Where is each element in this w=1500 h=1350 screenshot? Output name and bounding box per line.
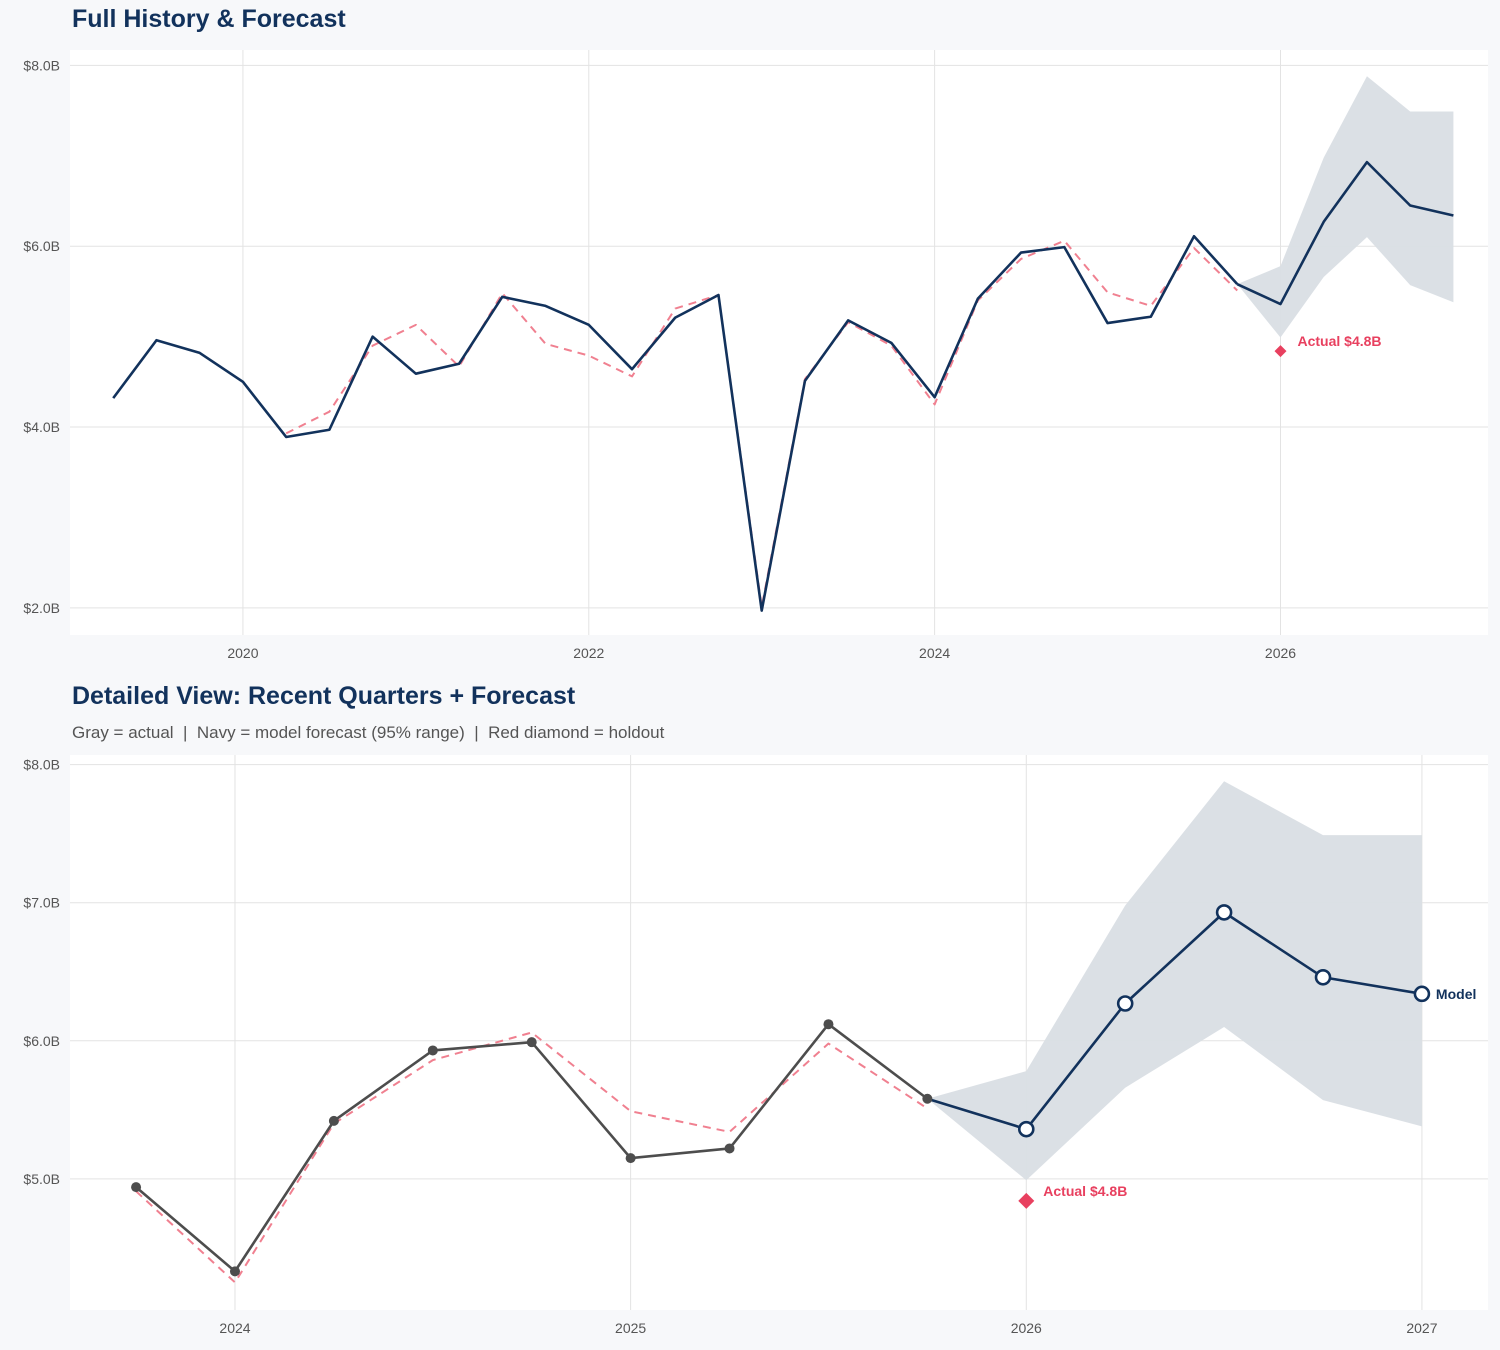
x-tick-label: 2026 bbox=[1265, 645, 1296, 661]
plot-area bbox=[70, 50, 1488, 635]
fitted-line bbox=[135, 1031, 928, 1284]
holdout-label: Actual $4.8B bbox=[1297, 333, 1381, 349]
actual-point bbox=[823, 1019, 834, 1030]
chart-1-full-history: $2.0B $4.0B $6.0B $8.0B 2020 2022 2024 2026 Actu… bbox=[23, 50, 1488, 661]
forecast-point bbox=[1116, 995, 1134, 1012]
forecast-point bbox=[1215, 904, 1233, 921]
holdout-diamond bbox=[1274, 345, 1287, 358]
actual-point bbox=[526, 1037, 537, 1048]
chart-1-title: Full History & Forecast bbox=[72, 5, 346, 33]
x-tick-label: 2020 bbox=[227, 645, 258, 661]
chart-2-subtitle: Gray = actual | Navy = model forecast (9… bbox=[72, 723, 665, 742]
x-tick-label: 2022 bbox=[573, 645, 604, 661]
y-tick-label: $4.0B bbox=[23, 419, 60, 435]
x-tick-label: 2027 bbox=[1406, 1320, 1437, 1336]
y-tick-label: $6.0B bbox=[23, 238, 60, 254]
actual-point bbox=[922, 1093, 933, 1104]
forecast-95-band bbox=[1237, 76, 1454, 338]
y-tick-label: $7.0B bbox=[23, 895, 60, 911]
forecast-point bbox=[1314, 968, 1332, 986]
actual-point bbox=[625, 1153, 636, 1164]
fitted-line bbox=[285, 239, 1238, 608]
holdout-diamond bbox=[1018, 1192, 1035, 1209]
actual-point bbox=[229, 1266, 240, 1277]
forecast-line bbox=[926, 911, 1423, 1131]
y-tick-label: $2.0B bbox=[23, 600, 60, 616]
y-tick-label: $6.0B bbox=[23, 1033, 60, 1049]
holdout-label: Actual $4.8B bbox=[1043, 1183, 1127, 1199]
forecast-line bbox=[1236, 160, 1454, 306]
actual-line bbox=[112, 234, 1239, 612]
actual-point bbox=[427, 1045, 438, 1056]
y-tick-label: $5.0B bbox=[23, 1171, 60, 1187]
x-tick-label: 2024 bbox=[219, 1320, 250, 1336]
x-tick-label: 2025 bbox=[615, 1320, 646, 1336]
forecast-95-band bbox=[927, 781, 1422, 1181]
forecast-point bbox=[1413, 985, 1431, 1003]
actual-point bbox=[131, 1182, 142, 1193]
actual-point bbox=[328, 1115, 339, 1126]
actual-point bbox=[724, 1143, 735, 1154]
x-tick-label: 2024 bbox=[919, 645, 950, 661]
forecast-label: Model bbox=[1436, 986, 1476, 1002]
forecast-point bbox=[1017, 1120, 1035, 1138]
y-tick-label: $8.0B bbox=[23, 57, 60, 73]
y-tick-label: $8.0B bbox=[23, 757, 60, 773]
x-tick-label: 2026 bbox=[1011, 1320, 1042, 1336]
chart-2-title: Detailed View: Recent Quarters + Forecas… bbox=[72, 682, 576, 710]
